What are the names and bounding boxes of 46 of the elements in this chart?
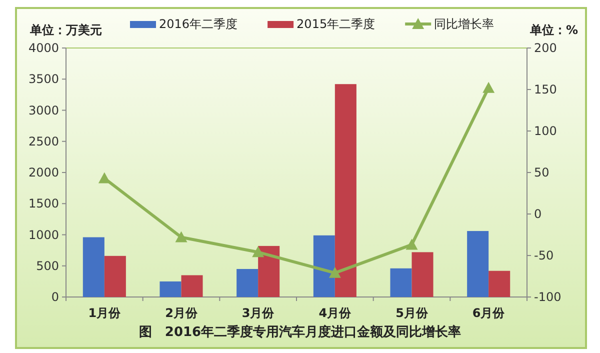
y2-tick-label: 50 (534, 166, 550, 180)
x-tick-label: 5月份 (396, 306, 429, 320)
bar (181, 275, 203, 297)
y2-tick-label: 100 (534, 124, 557, 138)
y2-tick-label: -100 (534, 290, 562, 304)
bar (467, 231, 489, 297)
x-tick-label: 6月份 (472, 306, 506, 320)
y-tick-label: 1000 (28, 228, 59, 242)
x-tick-label: 2月份 (165, 306, 198, 320)
x-tick-label: 4月份 (318, 306, 352, 320)
text: 图 2016年二季度专用汽车月度进口金额及同比增长率 (138, 324, 462, 340)
point (328, 266, 341, 278)
point (482, 82, 495, 93)
point (98, 172, 110, 184)
bar (160, 281, 182, 297)
y-tick-label: 0 (51, 290, 59, 304)
y-tick-label: 4000 (28, 41, 59, 55)
y-tick-label: 2000 (28, 166, 59, 180)
legend-label: 同比增长率 (434, 17, 494, 31)
legend-label: 2016年二季度 (159, 17, 238, 31)
y2-tick-label: 150 (534, 82, 557, 96)
bar (313, 235, 335, 297)
y-tick-label: 2500 (28, 134, 59, 148)
y-tick-label: 3000 (28, 103, 59, 118)
y-tick-label: 500 (36, 258, 59, 273)
y-tick-label: 1500 (28, 196, 59, 211)
bar (258, 246, 280, 297)
legend-label: 2015年二季度 (296, 17, 376, 31)
y-tick-label: 3500 (28, 72, 59, 86)
x-tick-label: 1月份 (88, 306, 122, 320)
bar (412, 252, 434, 297)
y-axis-title: 单位：万美元 (29, 23, 102, 37)
bar (104, 256, 126, 297)
point (406, 238, 418, 250)
bar (236, 268, 258, 297)
bar (390, 268, 412, 297)
y2-tick-label: 200 (534, 41, 557, 55)
y2-tick-label: 0 (534, 207, 542, 221)
point (252, 246, 264, 258)
y2-axis-title: 单位：% (528, 23, 578, 37)
bar (334, 84, 356, 297)
bar (488, 270, 510, 297)
y2-tick-label: -50 (534, 248, 554, 262)
point (175, 231, 188, 242)
bar (82, 237, 104, 297)
x-tick-label: 3月份 (242, 306, 276, 320)
